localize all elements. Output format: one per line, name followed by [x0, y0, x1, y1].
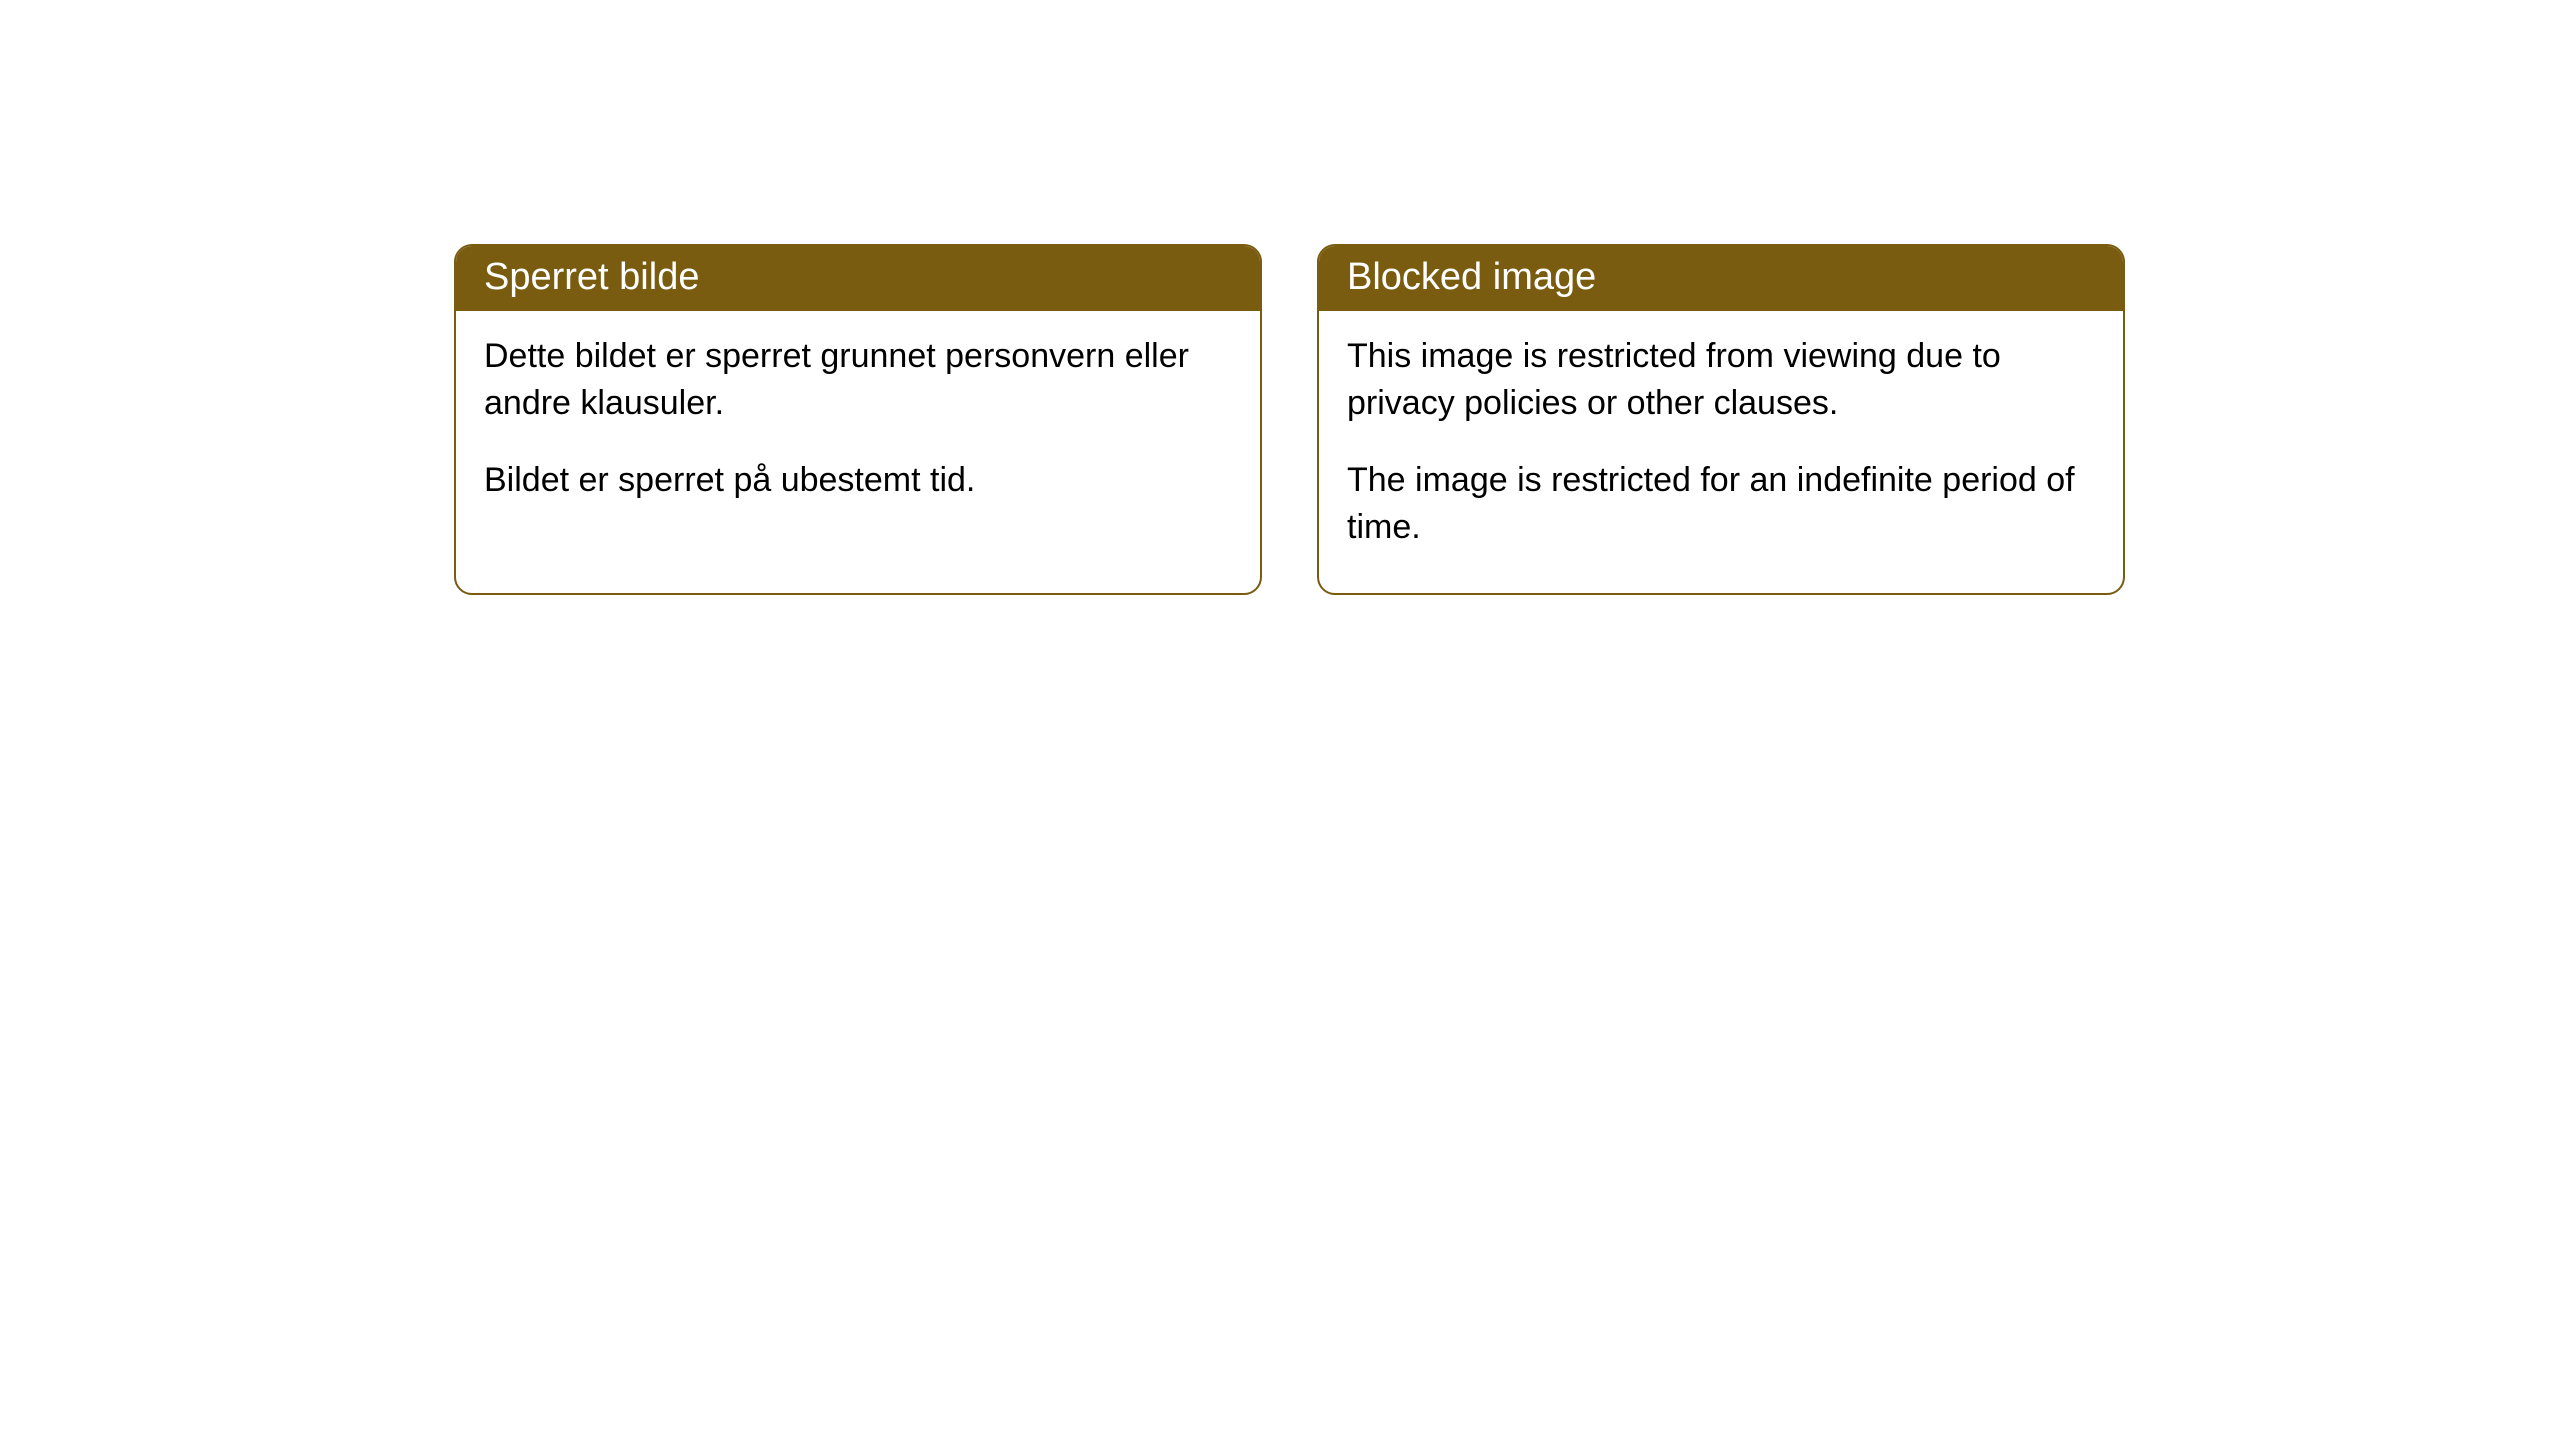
blocked-image-card-no: Sperret bilde Dette bildet er sperret gr… [454, 244, 1262, 595]
card-body-no: Dette bildet er sperret grunnet personve… [456, 311, 1260, 546]
card-paragraph: The image is restricted for an indefinit… [1347, 457, 2095, 551]
cards-container: Sperret bilde Dette bildet er sperret gr… [454, 244, 2125, 595]
blocked-image-card-en: Blocked image This image is restricted f… [1317, 244, 2125, 595]
card-body-en: This image is restricted from viewing du… [1319, 311, 2123, 593]
card-header-en: Blocked image [1319, 246, 2123, 311]
card-paragraph: Bildet er sperret på ubestemt tid. [484, 457, 1232, 504]
card-paragraph: Dette bildet er sperret grunnet personve… [484, 333, 1232, 427]
card-header-no: Sperret bilde [456, 246, 1260, 311]
card-paragraph: This image is restricted from viewing du… [1347, 333, 2095, 427]
